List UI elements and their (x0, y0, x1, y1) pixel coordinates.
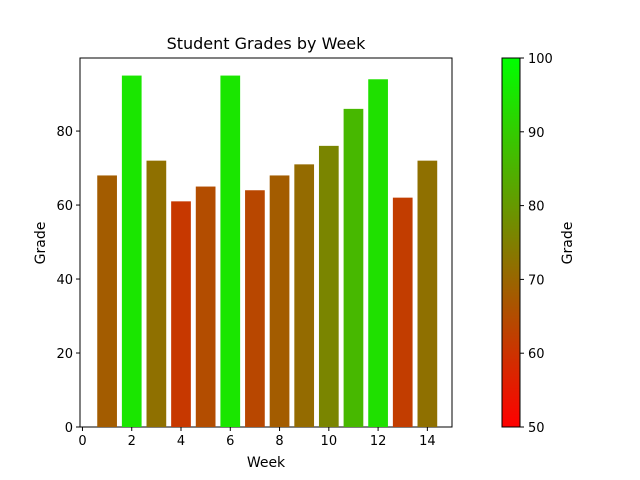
plot-frame (79, 57, 453, 428)
x-tick-label: 12 (370, 434, 387, 449)
x-tick-label: 10 (321, 434, 338, 449)
colorbar-tick-label: 100 (528, 52, 553, 67)
bar (269, 175, 290, 427)
bar (318, 145, 339, 427)
x-tick-label: 6 (226, 434, 234, 449)
bar (171, 201, 191, 427)
colorbar (501, 57, 521, 428)
colorbar-tick-label: 70 (528, 273, 545, 288)
bar (368, 79, 388, 427)
bar (343, 108, 364, 428)
colorbar-label: Grade (560, 222, 576, 265)
y-tick-label: 80 (56, 125, 73, 140)
bar (97, 175, 117, 427)
y-tick-label: 60 (56, 199, 73, 214)
bar (195, 186, 216, 427)
x-tick-label: 0 (78, 434, 86, 449)
bar (146, 160, 167, 428)
bar (417, 160, 438, 428)
y-axis: 0 20 40 60 80 (56, 125, 80, 436)
colorbar-axis: 50 60 70 80 90 100 (520, 52, 553, 436)
x-tick-label: 14 (419, 434, 436, 449)
y-tick-label: 20 (56, 347, 73, 362)
bar (294, 164, 315, 427)
bar (220, 75, 241, 428)
colorbar-tick-label: 80 (528, 200, 545, 215)
bar (121, 75, 142, 428)
x-tick-label: 2 (128, 434, 136, 449)
chart-title: Student Grades by Week (167, 34, 367, 53)
bar (245, 190, 265, 427)
x-axis: 0 2 4 6 8 10 12 14 (78, 427, 436, 449)
y-tick-label: 40 (56, 273, 73, 288)
x-axis-label: Week (247, 455, 286, 471)
x-tick-label: 4 (177, 434, 185, 449)
x-tick-label: 8 (275, 434, 283, 449)
y-tick-label: 0 (65, 421, 73, 436)
y-axis-label: Grade (33, 222, 49, 265)
bar-group (97, 75, 438, 428)
colorbar-tick-label: 50 (528, 421, 545, 436)
colorbar-tick-label: 60 (528, 347, 545, 362)
colorbar-tick-label: 90 (528, 126, 545, 141)
bar (392, 197, 413, 427)
